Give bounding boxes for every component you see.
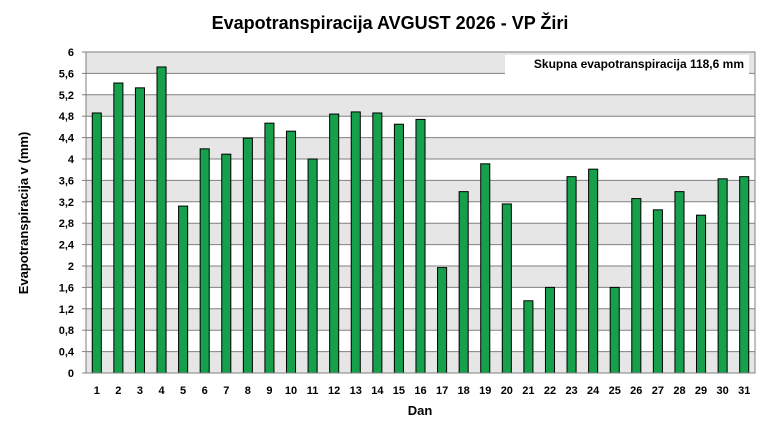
bar-day-27: [652, 209, 663, 374]
bar-day-10: [285, 130, 297, 374]
y-tick-label: 4,4: [59, 133, 75, 145]
bar-day-31: [739, 176, 750, 374]
x-tick-label: 30: [717, 385, 729, 397]
bar-day-1: [91, 112, 102, 374]
annotation-box: [505, 55, 749, 74]
bar-day-8: [242, 137, 253, 374]
x-tick-label: 15: [393, 385, 405, 397]
x-tick-label: 12: [328, 385, 340, 397]
total-annotation: Skupna evapotranspiracija 118,6 mm: [534, 57, 744, 71]
bar-day-23: [566, 176, 577, 374]
x-tick-label: 29: [695, 385, 707, 397]
x-tick-label: 31: [738, 385, 750, 397]
bar-day-26: [631, 198, 642, 374]
y-tick-label: 1,2: [59, 304, 74, 316]
x-tick-label: 13: [350, 385, 362, 397]
x-tick-label: 1: [94, 385, 100, 397]
y-tick-label: 0,8: [59, 325, 74, 337]
x-tick-label: 2: [115, 385, 121, 397]
y-tick-label: 2,4: [59, 240, 75, 252]
x-axis-label: Dan: [408, 403, 433, 418]
bar-day-3: [134, 87, 145, 374]
y-tick-label: 6: [68, 47, 74, 59]
bar-day-18: [458, 191, 469, 374]
bar-day-6: [199, 148, 210, 374]
x-tick-label: 4: [158, 385, 165, 397]
y-tick-label: 2: [68, 261, 74, 273]
x-tick-labels: 1 2 3 4 5 6 7 8 9 10 11 12 13 14 15 16 17 18 19 20 21 22 23 24 2…: [94, 385, 751, 397]
x-tick-label: 11: [307, 385, 319, 397]
bar-day-4: [156, 66, 167, 374]
x-tick-label: 10: [285, 385, 297, 397]
x-tick-label: 25: [609, 385, 621, 397]
bar-day-14: [372, 112, 383, 374]
bar-day-5: [178, 205, 189, 374]
y-tick-label: 0: [68, 368, 74, 380]
y-tick-label: 1,6: [59, 282, 74, 294]
y-tick-label: 4,8: [59, 111, 74, 123]
y-axis-label: Evapotranspiracija v (mm): [16, 132, 31, 295]
bar-day-7: [221, 153, 232, 374]
bar-day-17: [437, 267, 448, 374]
y-tick-label: 3,2: [59, 197, 74, 209]
bar-day-25: [609, 286, 620, 374]
plot-frame: [85, 51, 756, 374]
x-tick-label: 27: [652, 385, 664, 397]
x-tick-label: 16: [414, 385, 426, 397]
x-tick-label: 19: [479, 385, 491, 397]
x-tick-label: 20: [501, 385, 513, 397]
bar-day-12: [329, 113, 340, 374]
bar-day-28: [674, 191, 685, 374]
bar-day-19: [480, 163, 491, 374]
y-tick-label: 0,4: [59, 347, 75, 359]
y-tick-label: 5,6: [59, 68, 74, 80]
bar-day-22: [544, 286, 556, 374]
plot-band: [86, 94, 755, 117]
bar-day-20: [501, 203, 512, 374]
x-tick-label: 3: [137, 385, 143, 397]
bar-day-29: [696, 214, 707, 374]
x-tick-label: 6: [202, 385, 208, 397]
bar-day-21: [523, 300, 534, 374]
y-tick-label: 4: [68, 154, 75, 166]
x-tick-label: 28: [673, 385, 685, 397]
x-tick-label: 17: [436, 385, 448, 397]
bar-day-16: [415, 118, 426, 374]
bar-day-30: [717, 178, 728, 374]
x-tick-label: 26: [630, 385, 642, 397]
x-tick-label: 22: [544, 385, 556, 397]
bar-day-9: [264, 122, 275, 374]
x-tick-label: 8: [245, 385, 251, 397]
x-tick-label: 14: [371, 385, 384, 397]
x-tick-label: 23: [565, 385, 577, 397]
x-tick-label: 24: [587, 385, 600, 397]
y-tick-label: 2,8: [59, 218, 74, 230]
bar-day-15: [393, 123, 404, 374]
x-tick-label: 18: [458, 385, 470, 397]
chart-title: Evapotranspiracija AVGUST 2026 - VP Žiri: [212, 12, 569, 33]
bar-day-2: [113, 82, 124, 374]
plot-band: [86, 73, 755, 95]
bar-day-11: [307, 158, 318, 374]
y-tick-label: 5,2: [59, 90, 74, 102]
x-tick-label: 5: [180, 385, 186, 397]
bar-day-24: [588, 168, 599, 374]
x-tick-label: 9: [266, 385, 272, 397]
y-tick-labels: 0 0,4 0,8 1,2 1,6 2 2,4 2,8 3,2 3,6 4 4,4 4,8 5,2 5,6 6: [59, 47, 75, 380]
x-tick-label: 7: [223, 385, 229, 397]
y-tick-label: 3,6: [59, 175, 74, 187]
bar-day-13: [350, 111, 361, 374]
x-tick-label: 21: [522, 385, 534, 397]
